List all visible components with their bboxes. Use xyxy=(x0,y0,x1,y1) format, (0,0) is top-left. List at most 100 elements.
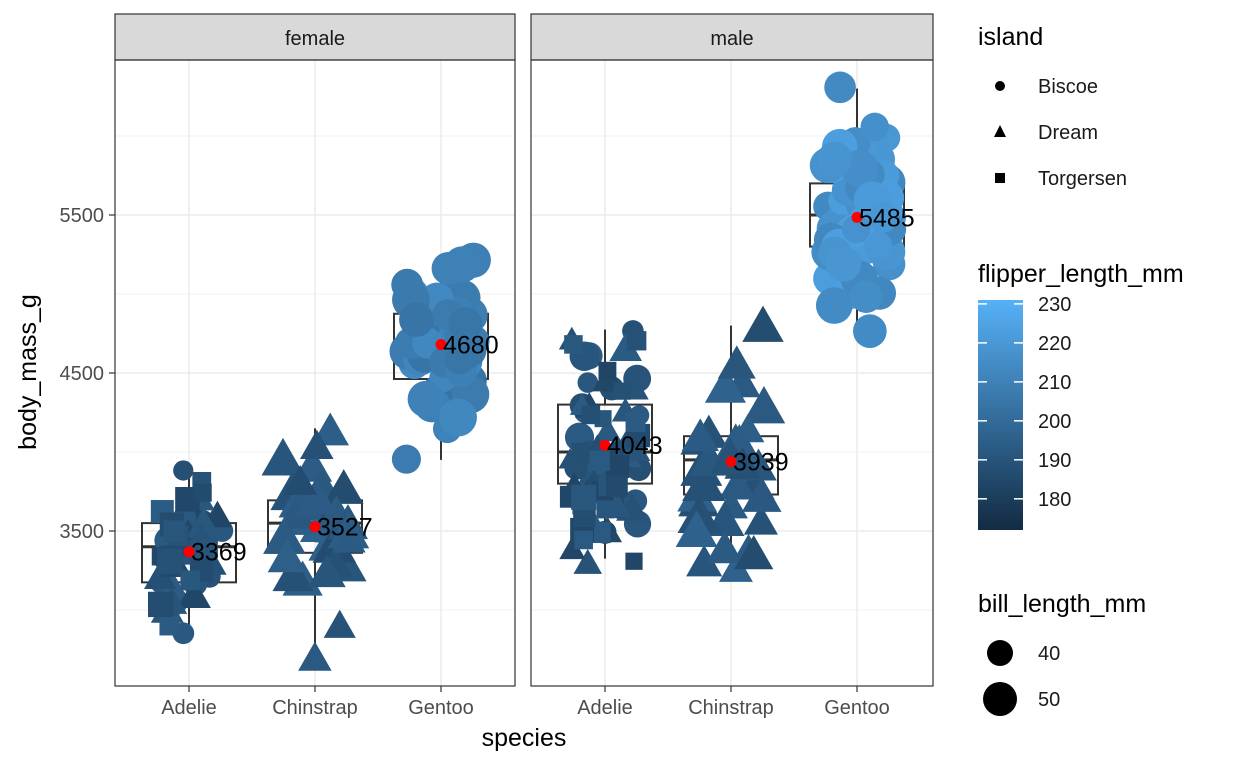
data-point-triangle xyxy=(323,609,356,638)
legend-label-bill: 50 xyxy=(1038,689,1060,711)
data-point-triangle xyxy=(308,554,346,588)
x-tick-label: Adelie xyxy=(161,697,217,719)
mean-label: 3527 xyxy=(317,514,373,542)
colorbar xyxy=(978,300,1023,530)
data-point-triangle xyxy=(742,305,784,342)
data-point-triangle xyxy=(331,522,366,553)
mean-label: 3939 xyxy=(733,449,789,477)
data-point-triangle xyxy=(177,578,211,609)
data-point-square xyxy=(180,570,201,591)
data-point-square xyxy=(147,591,174,618)
x-axis-title: species xyxy=(482,724,567,752)
points-layer xyxy=(143,71,907,671)
data-point-square xyxy=(574,530,593,550)
legend-key-size xyxy=(987,640,1013,666)
legend-title-bill: bill_length_mm xyxy=(978,590,1146,618)
data-point-circle xyxy=(849,280,883,313)
data-point-triangle xyxy=(717,345,756,379)
data-point-triangle xyxy=(573,548,603,574)
data-point-circle xyxy=(817,141,853,177)
data-point-square xyxy=(193,483,212,502)
data-point-circle xyxy=(444,246,481,283)
x-tick-label: Chinstrap xyxy=(272,697,358,719)
legend-key-square xyxy=(995,173,1005,183)
data-point-circle xyxy=(825,246,862,282)
data-point-triangle xyxy=(272,555,314,592)
data-point-circle xyxy=(577,372,599,393)
data-point-triangle xyxy=(686,544,723,577)
data-point-circle xyxy=(173,460,194,481)
legend-label-bill: 40 xyxy=(1038,643,1060,665)
data-point-square xyxy=(571,484,597,510)
data-point-triangle xyxy=(296,479,338,515)
y-tick-label: 5500 xyxy=(60,205,105,227)
data-point-triangle xyxy=(299,429,334,460)
legend-key-triangle xyxy=(994,125,1006,137)
data-point-circle xyxy=(444,345,475,375)
data-point-circle xyxy=(824,71,856,104)
legend-label-island: Biscoe xyxy=(1038,76,1098,98)
facet-strip-label: female xyxy=(285,28,345,50)
y-axis-title: body_mass_g xyxy=(14,294,42,450)
data-point-triangle xyxy=(609,332,643,362)
data-point-square xyxy=(197,538,218,559)
data-point-circle xyxy=(853,314,887,348)
data-point-circle xyxy=(399,302,434,337)
data-point-square xyxy=(606,454,630,478)
data-point-circle xyxy=(815,287,853,324)
data-point-triangle xyxy=(263,516,306,554)
data-point-circle xyxy=(864,231,893,260)
legend-label-island: Torgersen xyxy=(1038,168,1127,190)
x-tick-label: Gentoo xyxy=(408,697,474,719)
data-point-square xyxy=(589,521,611,544)
legend-label-island: Dream xyxy=(1038,122,1098,144)
data-point-triangle xyxy=(298,641,332,671)
y-tick-label: 3500 xyxy=(60,521,105,543)
data-point-square xyxy=(625,552,643,570)
mean-point xyxy=(599,439,611,451)
legend-key-size xyxy=(983,682,1017,716)
data-point-circle xyxy=(391,444,421,474)
mean-label: 3369 xyxy=(191,539,247,567)
data-point-circle xyxy=(860,112,889,142)
data-point-square xyxy=(606,475,628,497)
mean-label: 4043 xyxy=(607,432,663,460)
mean-point xyxy=(309,521,321,533)
colorbar-label: 180 xyxy=(1038,489,1071,511)
data-point-triangle xyxy=(718,466,756,500)
data-point-triangle xyxy=(681,418,719,452)
data-point-triangle xyxy=(704,366,747,403)
data-point-square xyxy=(581,405,601,425)
colorbar-label: 200 xyxy=(1038,411,1071,433)
data-point-square xyxy=(159,615,180,636)
data-point-triangle xyxy=(743,504,779,535)
mean-point xyxy=(435,339,447,351)
mean-label: 4680 xyxy=(443,332,499,360)
legend-key-circle xyxy=(995,81,1005,91)
data-point-triangle xyxy=(186,507,221,538)
data-point-triangle xyxy=(323,469,364,504)
data-point-triangle xyxy=(559,536,586,560)
data-point-triangle xyxy=(682,463,726,502)
mean-point xyxy=(851,211,863,223)
facet-strip xyxy=(114,13,516,61)
colorbar-label: 220 xyxy=(1038,333,1071,355)
data-point-triangle xyxy=(283,465,318,495)
data-point-circle xyxy=(448,307,483,341)
data-point-triangle xyxy=(558,448,582,469)
data-point-circle xyxy=(407,380,445,418)
data-point-triangle xyxy=(706,530,744,564)
data-point-triangle xyxy=(741,477,782,512)
x-tick-label: Gentoo xyxy=(824,697,890,719)
data-point-square xyxy=(627,331,647,351)
legend: island Biscoe Dream Torgersen flipper_length… xyxy=(978,23,1184,716)
data-point-triangle xyxy=(143,560,177,589)
data-point-circle xyxy=(867,202,899,233)
panel-border xyxy=(530,59,934,687)
data-point-circle xyxy=(842,214,871,244)
data-point-square xyxy=(625,412,646,433)
legend-title-flipper: flipper_length_mm xyxy=(978,260,1184,288)
data-point-square xyxy=(564,335,583,354)
data-point-circle xyxy=(438,398,477,437)
